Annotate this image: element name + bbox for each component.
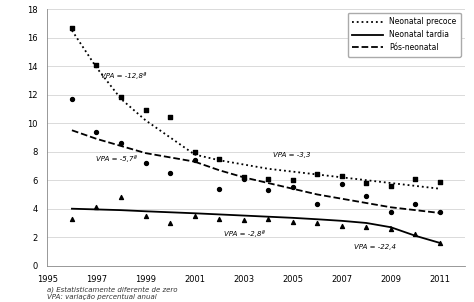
Point <box>436 209 444 214</box>
Point <box>117 95 125 100</box>
Point <box>338 223 346 228</box>
Point <box>215 216 223 221</box>
Point <box>191 158 199 163</box>
Point <box>68 97 76 101</box>
Point <box>289 178 297 183</box>
Point <box>166 115 174 120</box>
Point <box>264 188 272 193</box>
Point <box>117 195 125 200</box>
Point <box>264 176 272 181</box>
Point <box>338 182 346 187</box>
Text: VPA = -22,4: VPA = -22,4 <box>354 244 396 250</box>
Point <box>313 172 321 177</box>
Point <box>240 176 247 181</box>
Legend: Neonatal precoce, Neonatal tardia, Pós-neonatal: Neonatal precoce, Neonatal tardia, Pós-n… <box>347 13 461 57</box>
Point <box>240 175 247 180</box>
Point <box>264 216 272 221</box>
Text: VPA = -2,8ª: VPA = -2,8ª <box>224 230 265 237</box>
Point <box>191 214 199 218</box>
Point <box>436 179 444 184</box>
Point <box>313 220 321 225</box>
Point <box>142 214 149 218</box>
Point <box>363 225 370 230</box>
Point <box>93 129 100 134</box>
Point <box>313 202 321 207</box>
Point <box>240 218 247 223</box>
Point <box>436 240 444 245</box>
Point <box>363 181 370 185</box>
Text: VPA = -3,3: VPA = -3,3 <box>273 153 310 158</box>
Point <box>411 176 419 181</box>
Point <box>387 209 395 214</box>
Point <box>68 25 76 30</box>
Text: VPA: variação percentual anual: VPA: variação percentual anual <box>47 294 157 300</box>
Point <box>411 232 419 237</box>
Point <box>289 219 297 224</box>
Point <box>166 220 174 225</box>
Point <box>117 141 125 146</box>
Point <box>68 216 76 221</box>
Point <box>191 149 199 154</box>
Point <box>215 156 223 161</box>
Point <box>387 184 395 188</box>
Text: VPA = -5,7ª: VPA = -5,7ª <box>97 155 137 162</box>
Point <box>387 226 395 231</box>
Point <box>93 62 100 67</box>
Point <box>142 161 149 165</box>
Point <box>338 173 346 178</box>
Point <box>411 202 419 207</box>
Text: a) Estatisticamente diferente de zero: a) Estatisticamente diferente de zero <box>47 286 178 293</box>
Point <box>289 185 297 190</box>
Point <box>93 205 100 210</box>
Point <box>215 186 223 191</box>
Point <box>166 171 174 175</box>
Point <box>142 108 149 113</box>
Text: VPA = -12,8ª: VPA = -12,8ª <box>101 72 146 79</box>
Point <box>363 194 370 198</box>
